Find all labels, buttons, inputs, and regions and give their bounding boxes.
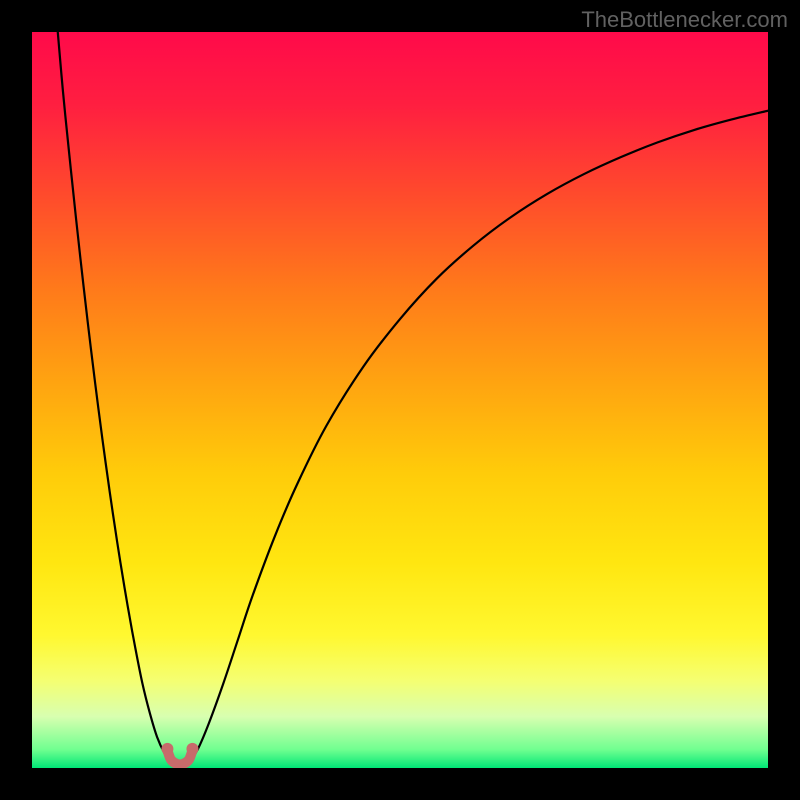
watermark-text: TheBottlenecker.com [581, 7, 788, 33]
valley-marker-dot-1 [186, 743, 198, 755]
outer-frame: TheBottlenecker.com [0, 0, 800, 800]
valley-marker-dot-0 [161, 743, 173, 755]
bottleneck-chart [32, 32, 768, 768]
